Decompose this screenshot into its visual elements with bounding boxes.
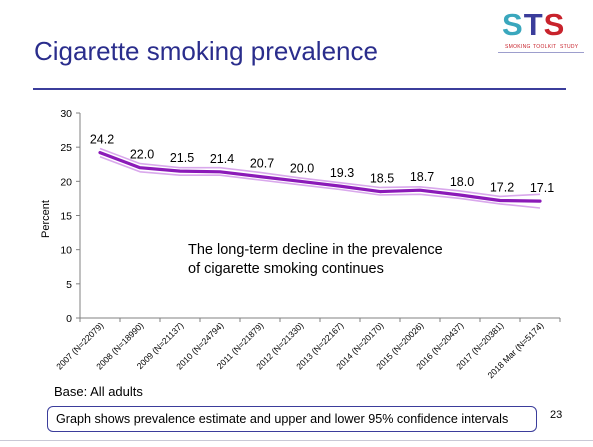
y-tick-label: 25 bbox=[60, 142, 72, 154]
data-label: 18.5 bbox=[370, 172, 394, 186]
page-number: 23 bbox=[550, 409, 563, 421]
bottom-divider bbox=[0, 440, 593, 441]
annotation-line-2: of cigarette smoking continues bbox=[188, 261, 384, 277]
estimate-line bbox=[98, 151, 542, 203]
y-tick-label: 30 bbox=[60, 108, 72, 120]
data-label: 22.0 bbox=[130, 148, 154, 162]
base-note: Base: All adults bbox=[54, 384, 143, 399]
y-axis-label: Percent bbox=[40, 200, 52, 238]
data-label: 20.7 bbox=[250, 157, 274, 171]
y-tick-label: 10 bbox=[60, 245, 72, 257]
y-tick-label: 0 bbox=[66, 313, 72, 325]
data-label: 24.2 bbox=[90, 133, 114, 147]
data-label: 17.1 bbox=[530, 181, 554, 195]
data-label: 17.2 bbox=[490, 180, 514, 194]
slide-title: Cigarette smoking prevalence bbox=[34, 36, 378, 66]
lower-ci-line bbox=[99, 155, 541, 209]
confidence-interval-lines bbox=[99, 147, 541, 209]
logo-subtitle-smoking: SMOKING bbox=[505, 44, 531, 50]
annotation-line-1: The long-term decline in the prevalence bbox=[188, 242, 443, 258]
title-divider bbox=[33, 88, 566, 90]
logo-letter-t: T bbox=[523, 7, 544, 42]
sts-logo: STS SMOKING TOOLKIT STUDY bbox=[498, 8, 584, 58]
data-label: 21.5 bbox=[170, 151, 194, 165]
upper-ci-line bbox=[99, 147, 541, 198]
estimate-line-group bbox=[98, 151, 542, 203]
y-tick-label: 15 bbox=[60, 211, 72, 223]
y-tick-label: 20 bbox=[60, 176, 72, 188]
logo-letter-s1: S bbox=[502, 7, 524, 42]
footnote-box: Graph shows prevalence estimate and uppe… bbox=[47, 406, 537, 432]
logo-divider bbox=[498, 52, 584, 53]
data-label: 18.7 bbox=[410, 170, 434, 184]
footnote-text: Graph shows prevalence estimate and uppe… bbox=[56, 412, 509, 426]
logo-subtitle-toolkit: TOOLKIT bbox=[533, 44, 557, 50]
y-tick-label: 5 bbox=[66, 279, 72, 291]
y-tick-labels: 0 5 10 15 20 25 30 bbox=[60, 108, 72, 325]
data-label: 20.0 bbox=[290, 161, 314, 175]
data-labels: 24.2 22.0 21.5 21.4 20.7 20.0 19.3 18.5 18.7 18.0… bbox=[90, 133, 554, 196]
logo-subtitle-study: STUDY bbox=[560, 44, 579, 50]
chart-axes bbox=[76, 112, 561, 322]
data-label: 19.3 bbox=[330, 166, 354, 180]
chart-annotation: The long-term decline in the prevalence … bbox=[188, 241, 468, 279]
logo-letter-s2: S bbox=[543, 7, 566, 42]
data-label: 21.4 bbox=[210, 152, 234, 166]
x-tick-labels: 2007 (N=22079)2008 (N=18990)2009 (N=2113… bbox=[54, 320, 545, 380]
data-label: 18.0 bbox=[450, 175, 474, 189]
